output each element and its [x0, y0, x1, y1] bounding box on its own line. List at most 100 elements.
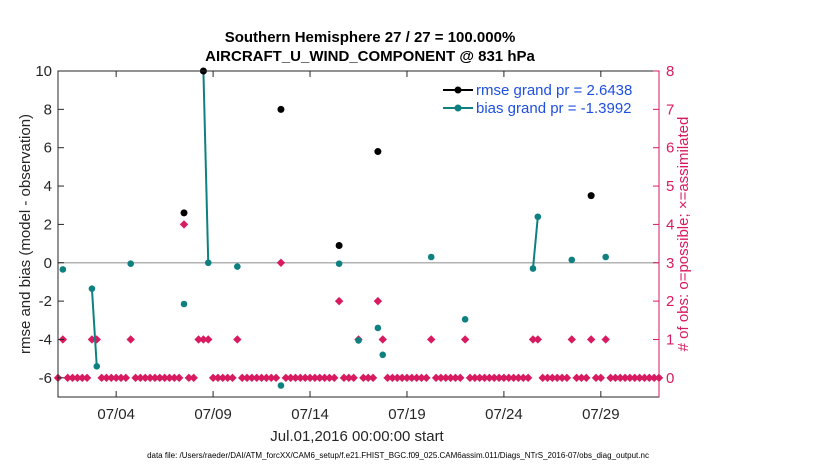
obs-count-marker: [378, 335, 387, 344]
bias-point: [127, 260, 135, 268]
obs-count-zero-marker: [553, 373, 562, 383]
obs-count-zero-marker: [577, 373, 586, 383]
obs-count-zero-marker: [315, 373, 324, 383]
y-tick-label-right: 8: [666, 63, 674, 80]
rmse-point: [277, 105, 285, 113]
y-tick-label-left: 10: [35, 63, 52, 80]
obs-count-marker: [460, 335, 470, 344]
obs-count-marker: [567, 335, 576, 344]
obs-count-zero-marker: [111, 373, 121, 383]
obs-count-zero-marker: [451, 373, 460, 383]
obs-count-zero-marker: [160, 373, 169, 383]
obs-count-zero-marker: [286, 373, 295, 383]
obs-count-marker: [276, 258, 286, 267]
bias-segment: [90, 288, 98, 367]
obs-count-zero-marker: [262, 373, 271, 383]
bias-point: [180, 300, 188, 308]
obs-count-zero-marker: [417, 373, 426, 383]
y-tick-label-right: 7: [666, 101, 674, 118]
obs-count-zero-marker: [557, 373, 567, 383]
obs-count-zero-marker: [281, 373, 290, 383]
obs-count-zero-marker: [116, 373, 126, 383]
obs-count-zero-marker: [73, 373, 82, 383]
obs-count-zero-marker: [141, 373, 150, 383]
obs-count-zero-marker: [465, 373, 475, 383]
obs-count-zero-marker: [523, 373, 533, 383]
obs-count-zero-marker: [436, 373, 446, 383]
chart-title: Southern Hemisphere 27 / 27 = 100.000%: [225, 29, 516, 46]
obs-count-zero-marker: [228, 373, 237, 383]
bias-point: [234, 263, 241, 270]
legend-rmse-marker: [454, 86, 462, 94]
x-tick-label: 07/19: [388, 406, 426, 423]
obs-count-marker: [427, 335, 436, 344]
bias-point: [374, 324, 382, 332]
bias-segment: [531, 216, 539, 269]
plot-area: [58, 71, 659, 397]
obs-count-marker: [373, 296, 383, 306]
rmse-point: [587, 192, 595, 200]
obs-count-zero-marker: [344, 373, 354, 383]
obs-count-marker: [179, 220, 189, 229]
obs-count-zero-marker: [63, 373, 72, 383]
obs-count-zero-marker: [237, 373, 247, 383]
obs-count-zero-marker: [504, 373, 513, 383]
obs-count-zero-marker: [267, 373, 276, 383]
obs-count-zero-marker: [402, 373, 412, 383]
obs-count-zero-marker: [548, 373, 557, 383]
y-tick-label-left: 4: [44, 178, 52, 195]
obs-count-zero-marker: [305, 373, 315, 383]
x-tick-label: 07/09: [194, 406, 232, 423]
bias-point: [59, 266, 67, 273]
obs-count-zero-marker: [107, 373, 116, 383]
axes-layer: 07/04 07/09 07/14 07/19 07/24 07/291086420-2-…: [35, 63, 674, 423]
obs-count-zero-marker: [485, 373, 494, 383]
obs-count-zero-marker: [397, 373, 407, 383]
y-tick-label-left: -2: [39, 293, 52, 310]
bias-point: [461, 316, 469, 323]
y-tick-label-left: 6: [44, 140, 52, 157]
obs-count-zero-marker: [470, 373, 480, 383]
obs-count-zero-marker: [97, 373, 106, 383]
obs-count-zero-marker: [640, 373, 649, 383]
footer-data-file: data file: /Users/raeder/DAI/ATM_forcXX/…: [147, 451, 649, 460]
obs-count-zero-marker: [562, 373, 572, 383]
x-tick-label: 07/29: [582, 406, 620, 423]
y-tick-label-right: 1: [666, 331, 674, 348]
obs-count-zero-marker: [271, 373, 281, 383]
obs-count-zero-marker: [616, 373, 625, 383]
obs-count-marker: [601, 335, 610, 344]
obs-count-zero-marker: [494, 373, 504, 383]
obs-count-marker: [233, 335, 242, 344]
obs-count-zero-marker: [407, 373, 417, 383]
obs-count-zero-marker: [296, 373, 305, 383]
bias-point: [355, 337, 362, 344]
obs-count-zero-marker: [456, 373, 465, 383]
obs-count-zero-marker: [543, 373, 552, 383]
y-tick-label-right: 0: [666, 370, 674, 387]
y-tick-label-left: -4: [39, 331, 52, 348]
obs-count-zero-marker: [136, 373, 145, 383]
legend-rmse-label: rmse grand pr = 2.6438: [476, 82, 632, 99]
obs-count-marker: [334, 296, 344, 306]
obs-count-zero-marker: [131, 373, 140, 383]
obs-count-zero-marker: [383, 373, 392, 383]
obs-count-zero-marker: [519, 373, 528, 383]
bias-point: [379, 351, 387, 359]
obs-count-zero-marker: [223, 373, 232, 383]
obs-count-zero-marker: [102, 373, 111, 383]
obs-count-marker: [533, 335, 543, 344]
obs-count-zero-marker: [291, 373, 300, 383]
y-tick-label-right: 5: [666, 178, 674, 195]
bias-point: [277, 382, 285, 389]
obs-count-zero-marker: [78, 373, 87, 383]
bias-point: [335, 260, 343, 268]
obs-count-zero-marker: [490, 373, 499, 383]
obs-count-zero-marker: [252, 373, 261, 383]
chart-subtitle: AIRCRAFT_U_WIND_COMPONENT @ 831 hPa: [205, 48, 535, 65]
obs-count-marker: [194, 335, 203, 344]
obs-count-zero-marker: [68, 373, 77, 383]
legend: rmse grand pr = 2.6438 bias grand pr = -…: [443, 82, 632, 117]
y-tick-label-left: -6: [39, 370, 52, 387]
